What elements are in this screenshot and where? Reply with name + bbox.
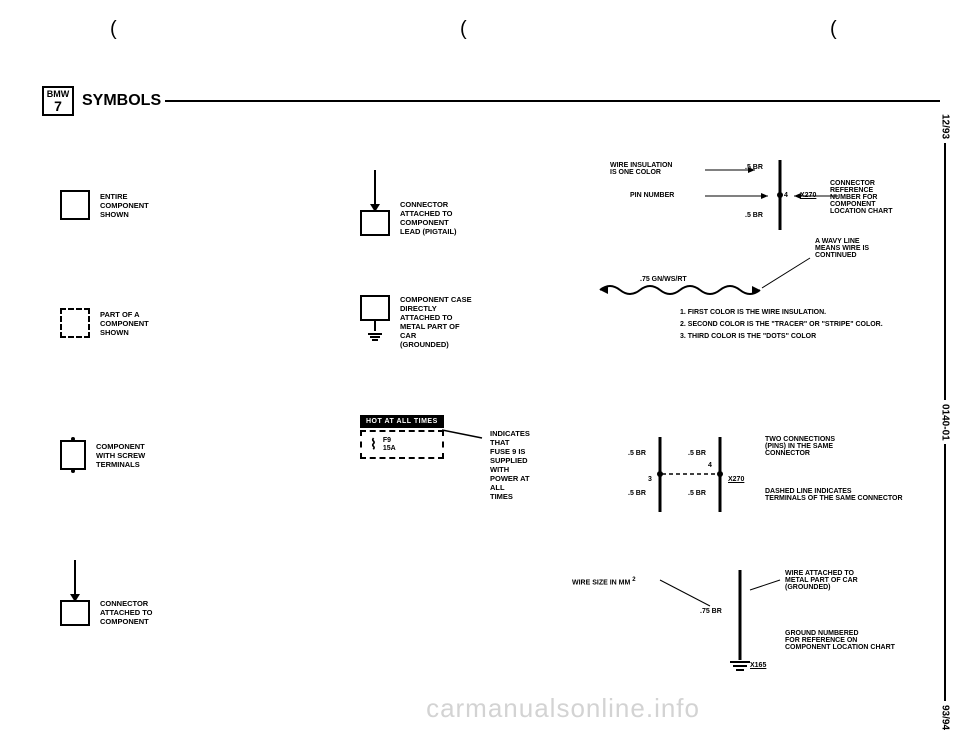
page-title: SYMBOLS <box>82 92 161 110</box>
grounded-case-icon <box>360 295 390 341</box>
label-wavy: A WAVY LINE MEANS WIRE IS CONTINUED <box>815 238 869 259</box>
label-dashed: DASHED LINE INDICATES TERMINALS OF THE S… <box>765 488 903 502</box>
paren-mark: ( <box>460 18 467 41</box>
solid-box-icon <box>360 295 390 321</box>
desc-part: PART OF A COMPONENT SHOWN <box>100 310 149 337</box>
note-2: 2. SECOND COLOR IS THE "TRACER" OR "STRI… <box>680 320 920 330</box>
label-pin-4: 4 <box>784 192 788 199</box>
solid-box-icon <box>60 600 90 626</box>
wire-stub-icon <box>374 170 376 210</box>
color-notes: 1. FIRST COLOR IS THE WIRE INSULATION. 2… <box>680 308 920 343</box>
watermark: carmanualsonline.info <box>426 693 700 724</box>
desc-connlead: CONNECTOR ATTACHED TO COMPONENT LEAD (PI… <box>400 200 457 236</box>
label-br: .5 BR <box>628 490 646 497</box>
solid-box-icon <box>60 190 90 220</box>
label-wire-gauge: .5 BR <box>745 212 763 219</box>
desc-screw: COMPONENT WITH SCREW TERMINALS <box>96 442 145 469</box>
content-area: ENTIRE COMPONENT SHOWN PART OF A COMPONE… <box>60 140 920 724</box>
wire-stub-icon <box>74 560 76 600</box>
right-rail: 12/93 0140-01 93/94 <box>936 110 954 734</box>
symbol-grounded-case: COMPONENT CASE DIRECTLY ATTACHED TO META… <box>360 295 472 349</box>
desc-connector: CONNECTOR ATTACHED TO COMPONENT <box>100 599 153 626</box>
label-connector-ref: CONNECTOR REFERENCE NUMBER FOR COMPONENT… <box>830 180 920 215</box>
label-x165: X165 <box>750 662 766 669</box>
wire-color-diagram: WIRE INSULATION IS ONE COLOR PIN NUMBER … <box>550 150 920 310</box>
badge-bottom: 7 <box>54 99 62 113</box>
fuse-id: F9 <box>383 437 396 445</box>
label-br: .5 BR <box>688 490 706 497</box>
fuse-amp: 15A <box>383 445 396 453</box>
label-x270b: X270 <box>728 476 744 483</box>
ground-diagram: WIRE SIZE IN MM 2 .75 BR WIRE ATTACHED T… <box>600 570 930 690</box>
desc-fuse: INDICATES THAT FUSE 9 IS SUPPLIED WITH P… <box>490 429 530 501</box>
label-pin4b: 4 <box>708 462 712 469</box>
label-wire-gauge: .5 BR <box>745 164 763 171</box>
rail-line <box>944 444 946 701</box>
label-two-conn: TWO CONNECTIONS (PINS) IN THE SAME CONNE… <box>765 436 835 457</box>
label-pin3: 3 <box>648 476 652 483</box>
symbol-entire-component: ENTIRE COMPONENT SHOWN <box>60 190 149 220</box>
bmw-badge: BMW 7 <box>42 86 74 116</box>
rail-line <box>944 143 946 400</box>
ground-icon <box>368 331 382 341</box>
symbol-screw-terminals: COMPONENT WITH SCREW TERMINALS <box>60 440 145 470</box>
label-multicolor: .75 GN/WS/RT <box>640 276 687 283</box>
dashed-box-icon <box>60 308 90 338</box>
symbol-part-component: PART OF A COMPONENT SHOWN <box>60 308 149 338</box>
label-br: .5 BR <box>688 450 706 457</box>
connector-icon <box>60 560 90 626</box>
label-wire-attached: WIRE ATTACHED TO METAL PART OF CAR (GROU… <box>785 570 858 591</box>
fuse-box-icon: ⌇ F9 15A <box>360 430 444 459</box>
fuse-symbol-icon: ⌇ <box>370 436 377 453</box>
page-header: BMW 7 SYMBOLS <box>42 86 940 116</box>
rail-date-bottom: 93/94 <box>940 701 951 734</box>
symbol-hot-fuse: HOT AT ALL TIMES ⌇ F9 15A INDICATES THAT… <box>360 415 444 459</box>
note-1: 1. FIRST COLOR IS THE WIRE INSULATION. <box>680 308 920 318</box>
rail-page-code: 0140-01 <box>940 400 951 445</box>
label-wire-insulation: WIRE INSULATION IS ONE COLOR <box>610 162 672 176</box>
solid-box-icon <box>360 210 390 236</box>
label-75br: .75 BR <box>700 608 722 615</box>
label-xref: X270 <box>800 192 816 199</box>
wire-diagram-svg <box>550 150 920 310</box>
symbol-connector-lead: CONNECTOR ATTACHED TO COMPONENT LEAD (PI… <box>360 170 457 236</box>
symbol-connector: CONNECTOR ATTACHED TO COMPONENT <box>60 560 153 626</box>
connector-lead-icon <box>360 170 390 236</box>
label-br: .5 BR <box>628 450 646 457</box>
paren-mark: ( <box>110 18 117 41</box>
two-connections-diagram: .5 BR .5 BR .5 BR .5 BR 3 4 X270 TWO CON… <box>600 432 920 522</box>
label-wire-size: WIRE SIZE IN MM 2 <box>572 570 636 586</box>
note-3: 3. THIRD COLOR IS THE "DOTS" COLOR <box>680 332 920 342</box>
label-pin-number: PIN NUMBER <box>630 192 674 199</box>
desc-entire: ENTIRE COMPONENT SHOWN <box>100 192 149 219</box>
desc-case: COMPONENT CASE DIRECTLY ATTACHED TO META… <box>400 295 472 349</box>
rail-date-top: 12/93 <box>940 110 951 143</box>
paren-mark: ( <box>830 18 837 41</box>
hot-at-all-times-label: HOT AT ALL TIMES <box>360 415 444 428</box>
label-ground-numbered: GROUND NUMBERED FOR REFERENCE ON COMPONE… <box>785 630 895 651</box>
wire-line <box>374 321 376 331</box>
screw-box-icon <box>60 440 86 470</box>
header-rule <box>165 100 940 102</box>
